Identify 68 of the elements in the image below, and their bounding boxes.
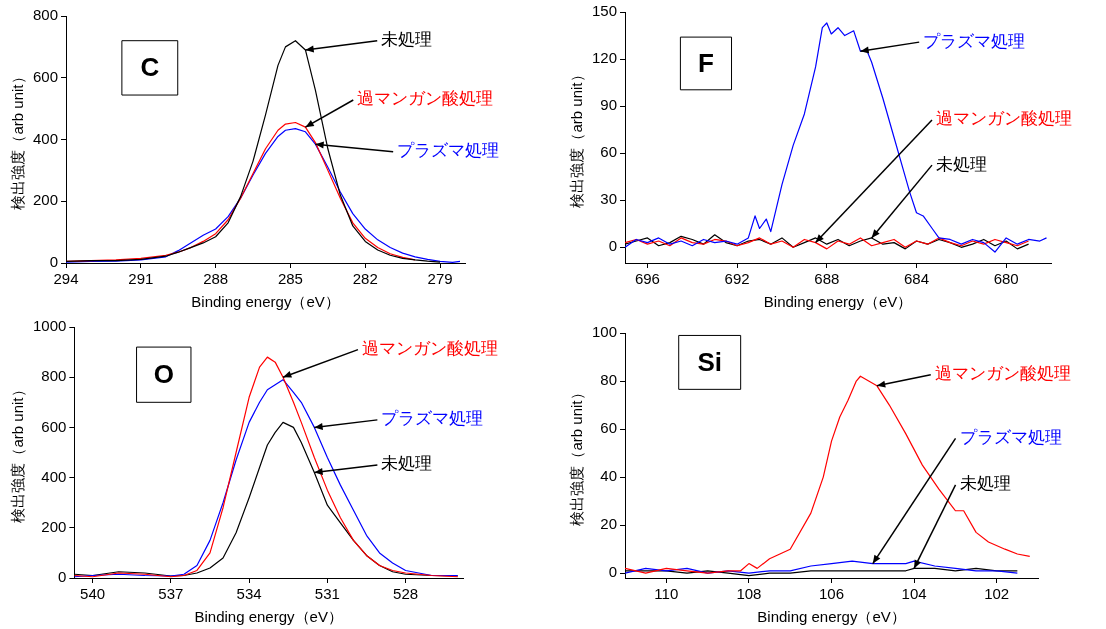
x-tick-label: 696 [634,270,660,288]
x-tick-label: 692 [724,270,750,288]
y-tick-label: 20 [600,515,618,533]
x-tick-label: 294 [53,270,79,288]
x-tick-label: 537 [158,585,184,603]
y-tick-label: 1000 [32,317,67,335]
y-tick-label: 40 [600,467,618,485]
y-tick-label: 600 [41,417,67,435]
y-tick-label: 0 [608,237,618,255]
x-tick-label: 279 [427,270,453,288]
x-tick-label: 108 [736,585,762,603]
x-tick-label: 528 [393,585,419,603]
y-tick-label: 600 [33,67,59,85]
y-tick-label: 200 [33,191,59,209]
x-tick-label: 288 [203,270,229,288]
y-axis-title: 検出強度（arb unit） [9,69,27,210]
annotation: 未処理 [381,29,433,50]
x-axis-title: Binding energy（eV） [194,608,343,626]
x-axis-title: Binding energy（eV） [757,608,906,626]
x-tick-label: 102 [984,585,1010,603]
annotation: 未処理 [935,153,987,174]
y-tick-label: 0 [608,563,618,581]
x-tick-label: 534 [236,585,262,603]
annotation: プラズマ処理 [381,408,484,429]
x-tick-label: 540 [80,585,106,603]
y-tick-label: 400 [41,467,67,485]
annotation: 過マンガン酸処理 [357,88,494,109]
y-axis-title: 検出強度（arb unit） [568,385,586,526]
x-tick-label: 291 [128,270,154,288]
x-tick-label: 106 [819,585,845,603]
y-tick-label: 80 [600,371,618,389]
y-tick-label: 400 [33,129,59,147]
annotation: 過マンガン酸処理 [935,108,1072,129]
y-tick-label: 150 [592,2,618,20]
x-axis-title: Binding energy（eV） [191,293,340,311]
annotation: プラズマ処理 [923,30,1026,51]
y-tick-label: 60 [600,419,618,437]
y-tick-label: 120 [592,49,618,67]
x-tick-label: 680 [993,270,1019,288]
text: Si [697,346,722,377]
text: O [153,358,174,389]
x-tick-label: 282 [352,270,378,288]
text: F [698,47,714,78]
y-tick-label: 800 [33,6,59,24]
annotation: 未処理 [381,453,433,474]
annotation: 過マンガン酸処理 [361,338,498,359]
y-tick-label: 200 [41,517,67,535]
text: C [140,52,160,83]
y-tick-label: 800 [41,367,67,385]
y-axis-title: 検出強度（arb unit） [9,382,27,523]
y-tick-label: 60 [600,143,618,161]
x-tick-label: 110 [654,585,679,603]
x-tick-label: 104 [901,585,927,603]
y-tick-label: 100 [592,323,618,341]
x-tick-label: 531 [314,585,340,603]
y-tick-label: 0 [58,568,67,586]
y-axis-title: 検出強度（arb unit） [568,67,586,208]
annotation: 過マンガン酸処理 [934,363,1071,384]
y-tick-label: 30 [600,190,618,208]
annotation: 未処理 [959,473,1011,494]
x-tick-label: 285 [277,270,303,288]
x-tick-label: 688 [814,270,840,288]
y-tick-label: 90 [600,96,618,114]
annotation: プラズマ処理 [397,140,500,161]
annotation: プラズマ処理 [959,426,1062,447]
x-axis-title: Binding energy（eV） [763,293,913,311]
y-tick-label: 0 [49,253,59,271]
x-tick-label: 684 [903,270,929,288]
